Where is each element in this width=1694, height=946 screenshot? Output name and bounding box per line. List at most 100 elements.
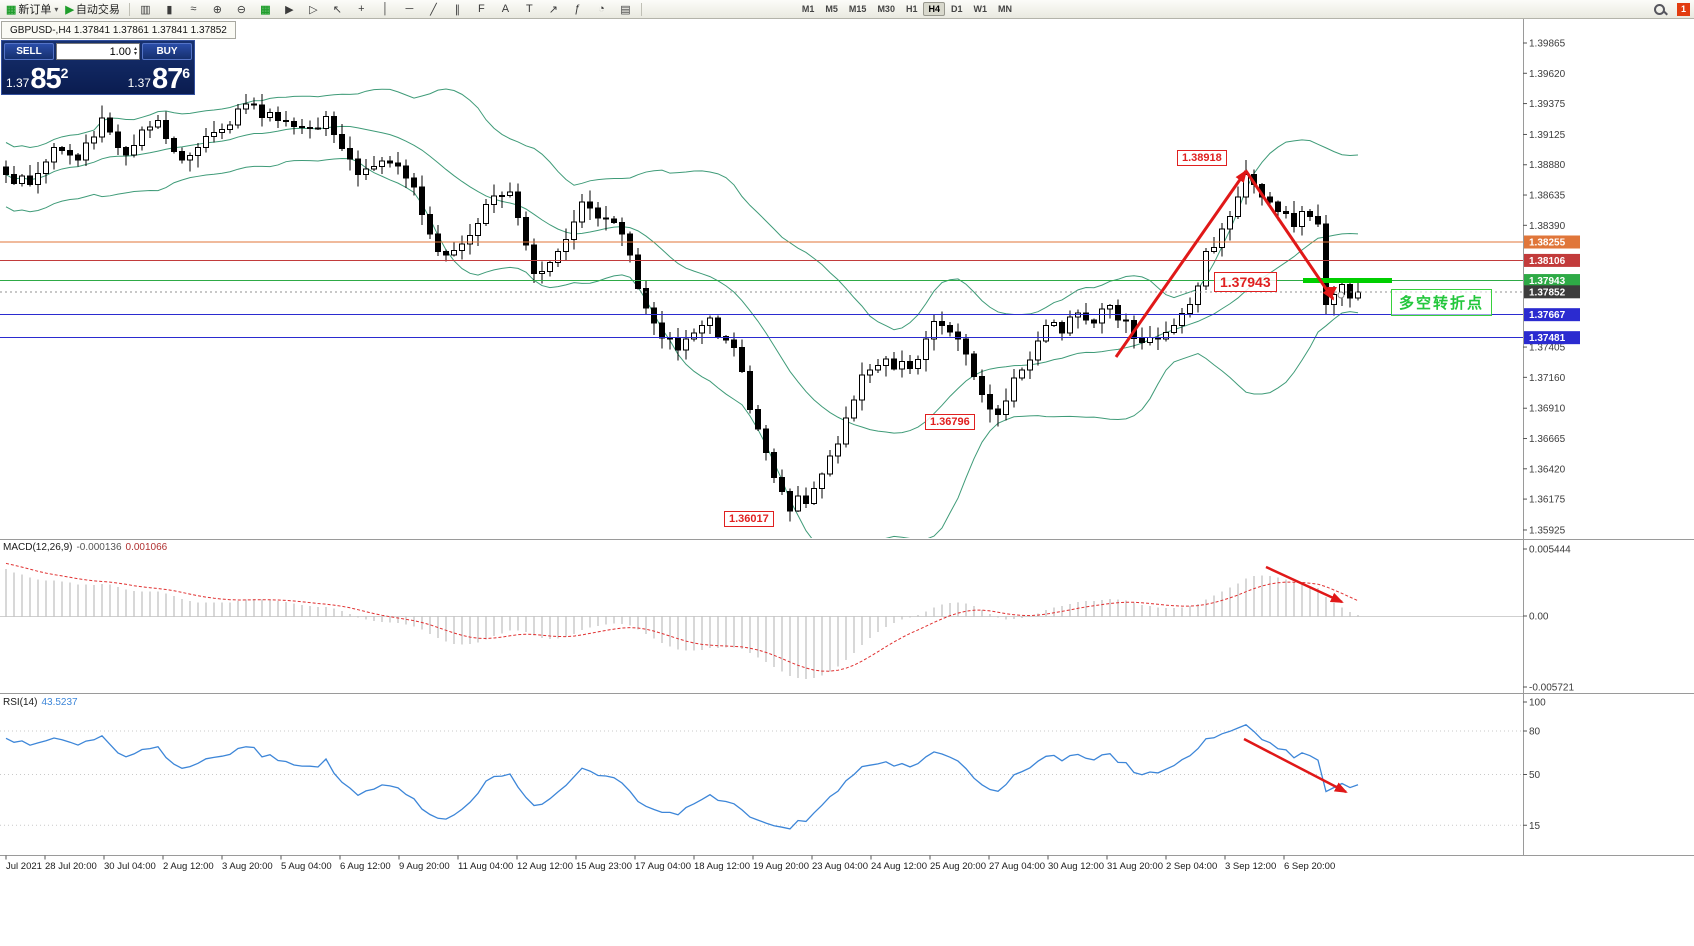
cursor-icon: ↖ [332, 3, 342, 16]
buy-button[interactable]: BUY [142, 43, 192, 60]
macd-histogram [5, 569, 1359, 680]
search-icon[interactable] [1654, 3, 1668, 16]
annotation-pivot-price: 1.37943 [1214, 272, 1277, 292]
time-tick-label: Jul 2021 [6, 861, 42, 872]
macd-panel [0, 562, 1523, 680]
macd-name: MACD(12,26,9) [3, 542, 73, 553]
price-badge-label: 1.38255 [1529, 237, 1566, 248]
time-tick-label: 2 Aug 12:00 [163, 861, 214, 872]
auto-scroll-button[interactable]: ▶ [278, 0, 301, 19]
time-tick-label: 5 Aug 04:00 [281, 861, 332, 872]
price-tick-label: 1.39125 [1529, 130, 1566, 141]
trend-arrow[interactable] [1244, 170, 1335, 301]
annotation-major-low-price: 1.36017 [724, 511, 774, 527]
periods-button[interactable]: ◔ [590, 0, 613, 19]
timeframe-m5-button[interactable]: M5 [825, 4, 838, 14]
time-tick-label: 6 Aug 12:00 [340, 861, 391, 872]
time-tick-label: 2 Sep 04:00 [1166, 861, 1217, 872]
volume-input[interactable]: 1.00 ▴ ▾ [56, 43, 140, 60]
volume-down-icon[interactable]: ▾ [133, 50, 137, 57]
timeframe-m1-button[interactable]: M1 [801, 4, 815, 14]
crosshair-button[interactable]: + [350, 0, 373, 19]
price-badge [1524, 308, 1580, 322]
time-tick-label: 23 Aug 04:00 [812, 861, 868, 872]
templates-button[interactable]: ▤ [614, 0, 637, 19]
chart-tab[interactable]: GBPUSD-,H4 1.37841 1.37861 1.37841 1.378… [1, 21, 236, 39]
macd-header: MACD(12,26,9) -0.000136 0.001066 [3, 542, 167, 553]
price-tick-label: 1.38880 [1529, 160, 1566, 171]
macd-axis-label: 0.005444 [1529, 545, 1571, 556]
trend-arrow[interactable] [1114, 169, 1248, 358]
chart-candles-icon: ▮ [166, 3, 173, 16]
macd-signal-value: 0.001066 [125, 542, 168, 553]
periods-icon: ◔ [598, 3, 605, 15]
equidistant-channel-icon: ∥ [454, 3, 461, 16]
cursor-button[interactable]: ↖ [326, 0, 349, 19]
chart-bars-button[interactable]: ▥ [134, 0, 157, 19]
auto-scroll-icon: ▶ [285, 3, 294, 16]
toolbar: ▦ 新订单 ▾ ▶ 自动交易 ▥ ▮ ≈ ⊕ ⊖ ▦ ▶ ▷ ↖ + │ ─ ╱ ∥ F A T ↗ ƒ ◔ ▤ M1 M… [0, 0, 1694, 19]
timeframe-m30-button[interactable]: M30 [877, 4, 895, 14]
sell-button[interactable]: SELL [4, 43, 54, 60]
crosshair-icon: + [358, 3, 365, 15]
price-tick-label: 1.38635 [1529, 191, 1566, 202]
tile-windows-icon: ▦ [260, 3, 271, 16]
time-tick-label: 24 Aug 12:00 [871, 861, 927, 872]
chart-candles-button[interactable]: ▮ [158, 0, 181, 19]
timeframe-m15-button[interactable]: M15 [848, 4, 867, 14]
price-badge-label: 1.37667 [1529, 310, 1566, 321]
chart-shift-button[interactable]: ▷ [302, 0, 325, 19]
tile-windows-button[interactable]: ▦ [254, 0, 277, 19]
fibonacci-retracement-button[interactable]: F [470, 0, 493, 19]
trendline-button[interactable]: ╱ [422, 0, 445, 19]
timeframe-h1-button[interactable]: H1 [905, 4, 918, 14]
timeframe-mn-button[interactable]: MN [998, 4, 1012, 14]
price-tick-label: 1.36175 [1529, 495, 1566, 506]
trendline-icon: ╱ [430, 3, 437, 16]
buy-price[interactable]: 1.37 87 6 [127, 63, 190, 95]
horizontal-line-button[interactable]: ─ [398, 0, 421, 19]
time-tick-label: 28 Jul 20:00 [45, 861, 97, 872]
timeframe-h4-button[interactable]: H4 [923, 2, 945, 16]
chart-line-icon: ≈ [190, 3, 197, 15]
time-tick-label: 30 Jul 04:00 [104, 861, 156, 872]
time-tick-label: 25 Aug 20:00 [930, 861, 986, 872]
volume-up-icon[interactable]: ▴ [133, 45, 137, 52]
time-tick-label: 3 Aug 20:00 [222, 861, 273, 872]
price-tick-label: 1.37160 [1529, 373, 1566, 384]
autotrading-button[interactable]: ▶ 自动交易 [62, 0, 124, 19]
arrows-button[interactable]: ↗ [542, 0, 565, 19]
vertical-line-button[interactable]: │ [374, 0, 397, 19]
text-icon: A [501, 3, 510, 15]
rsi-trend-arrow[interactable] [1243, 737, 1348, 794]
macd-trend-arrow[interactable] [1265, 565, 1344, 604]
price-badge-label: 1.37943 [1529, 276, 1566, 287]
zoom-out-button[interactable]: ⊖ [230, 0, 253, 19]
rsi-arrow [1243, 737, 1348, 794]
timeframe-d1-button[interactable]: D1 [950, 4, 963, 14]
price-tick-label: 1.39865 [1529, 39, 1566, 50]
text-label-button[interactable]: T [518, 0, 541, 19]
zoom-in-button[interactable]: ⊕ [206, 0, 229, 19]
indicators-icon: ƒ [574, 3, 581, 15]
price-tick-label: 1.35925 [1529, 525, 1566, 536]
indicators-button[interactable]: ƒ [566, 0, 589, 19]
time-tick-label: 31 Aug 20:00 [1107, 861, 1163, 872]
time-tick-label: 30 Aug 12:00 [1048, 861, 1104, 872]
time-axis[interactable]: Jul 2021 28 Jul 20:00 30 Jul 04:00 2 Aug 12… [5, 855, 1335, 873]
time-tick-label: 12 Aug 12:00 [517, 861, 573, 872]
notification-badge[interactable]: 1 [1677, 2, 1690, 16]
price-axis[interactable]: 1.39865 1.39620 1.39375 1.39125 1.38880 1.386… [1523, 39, 1580, 832]
price-badge-label: 1.38106 [1529, 256, 1566, 267]
timeframe-w1-button[interactable]: W1 [973, 4, 988, 14]
rsi-name: RSI(14) [3, 697, 38, 708]
time-tick-label: 15 Aug 23:00 [576, 861, 632, 872]
sell-price[interactable]: 1.37 85 2 [6, 63, 69, 95]
new-order-button[interactable]: ▦ 新订单 ▾ [3, 0, 61, 19]
text-button[interactable]: A [494, 0, 517, 19]
rsi-axis-label: 80 [1529, 727, 1541, 738]
sell-marker-icon [1327, 287, 1337, 297]
chart-line-button[interactable]: ≈ [182, 0, 205, 19]
equidistant-channel-button[interactable]: ∥ [446, 0, 469, 19]
